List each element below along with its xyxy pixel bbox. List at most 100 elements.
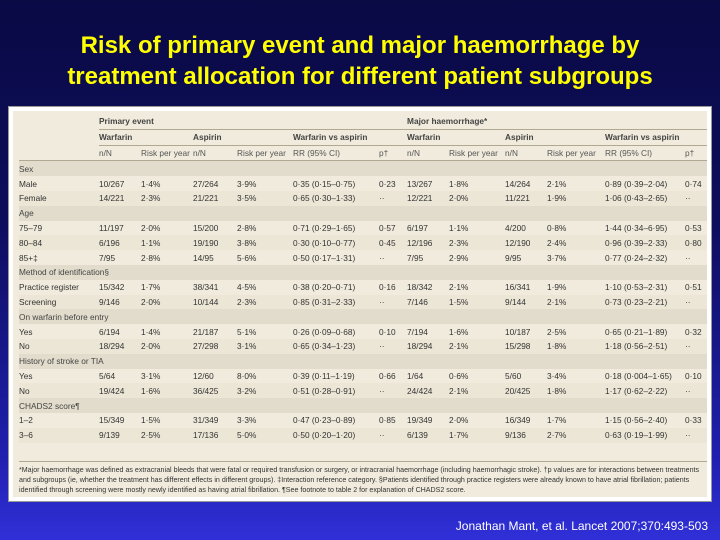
table-cell: 0·6% bbox=[449, 370, 469, 381]
table-cell: 0·50 (0·20–1·20) bbox=[293, 427, 379, 443]
section-title: Age bbox=[19, 205, 708, 221]
table-cell: 1·1% bbox=[449, 222, 469, 233]
table-row: Female 14/221 2·3% 21/221 3·5% 0·65 (0·30–1·3… bbox=[19, 190, 708, 206]
table-cell: 0·33 bbox=[685, 415, 702, 426]
table-cell: 0·96 (0·39–2·33) bbox=[605, 235, 686, 251]
section-header-row: On warfarin before entry bbox=[19, 309, 708, 325]
table-cell: 14/264 bbox=[505, 178, 531, 189]
column-header: p† bbox=[379, 145, 408, 162]
table-cell: 2·1% bbox=[449, 282, 469, 293]
row-label: 1–2 bbox=[19, 415, 33, 426]
section-header-row: CHADS2 score¶ bbox=[19, 398, 708, 413]
table-cell: 0·45 bbox=[379, 235, 408, 251]
table-cell: 15/200 bbox=[193, 222, 219, 233]
table-cell: 0·30 (0·10–0·77) bbox=[293, 235, 379, 251]
table-cell: 1·8% bbox=[547, 383, 606, 399]
table-cell: 1·5% bbox=[449, 294, 506, 310]
table-cell: 5·0% bbox=[237, 427, 293, 443]
table-cell: 16/341 bbox=[505, 282, 531, 293]
slide-title: Risk of primary event and major haemorrh… bbox=[0, 30, 720, 92]
table-cell: 21/187 bbox=[193, 326, 219, 337]
table-cell: ·· bbox=[379, 252, 385, 263]
table-cell: 2·0% bbox=[449, 415, 469, 426]
row-label: 3–6 bbox=[19, 427, 99, 443]
title-line-2: treatment allocation for different patie… bbox=[67, 63, 653, 90]
table-cell: 2·8% bbox=[237, 222, 257, 233]
section-title: CHADS2 score¶ bbox=[19, 398, 708, 413]
column-header: Risk per year bbox=[449, 145, 506, 162]
table-cell: 1·5% bbox=[141, 415, 161, 426]
column-header: n/N bbox=[407, 145, 450, 162]
table-cell: 0·65 (0·30–1·33) bbox=[293, 190, 379, 206]
table-cell: 6/139 bbox=[407, 427, 450, 443]
table-cell: 2·3% bbox=[449, 235, 506, 251]
sub-header: Warfarin bbox=[99, 129, 193, 146]
table-cell: 17/136 bbox=[193, 427, 237, 443]
table-cell: 10/144 bbox=[193, 294, 237, 310]
column-header: RR (95% CI) bbox=[605, 145, 686, 162]
table-cell: 0·23 bbox=[379, 178, 396, 189]
column-header: n/N bbox=[193, 145, 237, 162]
column-header: Risk per year bbox=[547, 145, 606, 162]
table-cell: 2·0% bbox=[141, 222, 161, 233]
row-label: 85+‡ bbox=[19, 252, 38, 263]
section-title: Method of identification§ bbox=[19, 264, 708, 280]
table-cell: ·· bbox=[685, 252, 691, 263]
row-label: Male bbox=[19, 178, 37, 189]
table-cell: ·· bbox=[379, 190, 408, 206]
table-cell: 1·9% bbox=[547, 282, 567, 293]
table-cell: 18/294 bbox=[407, 338, 450, 354]
table-cell: 0·26 (0·09–0·68) bbox=[293, 326, 356, 337]
table-cell: 18/294 bbox=[99, 338, 141, 354]
row-label: 80–84 bbox=[19, 235, 99, 251]
section-header-row: Method of identification§ bbox=[19, 264, 708, 280]
table-cell: 3·2% bbox=[237, 383, 293, 399]
table-cell: ·· bbox=[685, 383, 708, 399]
table-cell: 0·57 bbox=[379, 222, 396, 233]
row-label: No bbox=[19, 383, 99, 399]
table-cell: 14/95 bbox=[193, 252, 214, 263]
table-cell: 5/60 bbox=[505, 370, 522, 381]
table-row: Yes 6/194 1·4% 21/187 5·1% 0·26 (0·09–0·68) 0·… bbox=[19, 324, 707, 339]
table-cell: 0·53 bbox=[685, 222, 702, 233]
table-row: No 18/294 2·0% 27/298 3·1% 0·65 (0·34–1·23) ··… bbox=[19, 338, 708, 354]
table-cell: 2·9% bbox=[449, 252, 469, 263]
table-cell: ·· bbox=[379, 383, 408, 399]
table-cell: 15/342 bbox=[99, 282, 125, 293]
table-cell: 38/341 bbox=[193, 282, 219, 293]
sub-header: Warfarin vs aspirin bbox=[605, 129, 708, 146]
row-label: No bbox=[19, 338, 99, 354]
table-cell: 13/267 bbox=[407, 178, 433, 189]
table-cell: 10/187 bbox=[505, 326, 531, 337]
table-cell: 2·0% bbox=[141, 294, 193, 310]
table-cell: 2·4% bbox=[547, 235, 606, 251]
table-cell: 1·7% bbox=[547, 415, 567, 426]
table-cell: 1·17 (0·62–2·22) bbox=[605, 383, 686, 399]
table-cell: 7/146 bbox=[407, 294, 450, 310]
table-cell: 0·80 bbox=[685, 235, 708, 251]
table-cell: 12/221 bbox=[407, 190, 450, 206]
table-cell: 10/267 bbox=[99, 178, 125, 189]
table-cell: 31/349 bbox=[193, 415, 219, 426]
table-cell: 21/221 bbox=[193, 190, 237, 206]
sub-header: Aspirin bbox=[193, 129, 293, 146]
table-row: Yes 5/64 3·1% 12/60 8·0% 0·39 (0·11–1·19) 0·66… bbox=[19, 369, 707, 384]
table-cell: 3·8% bbox=[237, 235, 293, 251]
header-row-treatments: Warfarin Aspirin Warfarin vs aspirin Warfar… bbox=[19, 129, 708, 146]
group-header-primary-event: Primary event bbox=[99, 114, 408, 130]
table-cell: 0·73 (0·23–2·21) bbox=[605, 294, 686, 310]
section-header-row: History of stroke or TIA bbox=[19, 353, 708, 369]
table-cell: ·· bbox=[379, 338, 408, 354]
table-cell: 1·8% bbox=[547, 338, 606, 354]
table-cell: 3·7% bbox=[547, 252, 567, 263]
column-header: p† bbox=[685, 145, 708, 162]
table-cell: 1·6% bbox=[141, 383, 193, 399]
table-cell: 3·5% bbox=[237, 190, 293, 206]
table-cell: 15/349 bbox=[99, 415, 125, 426]
table-cell: 9/95 bbox=[505, 252, 522, 263]
table-cell: 27/264 bbox=[193, 178, 219, 189]
table-cell: 2·7% bbox=[547, 427, 606, 443]
table-row: No 19/424 1·6% 36/425 3·2% 0·51 (0·28–0·91) ··… bbox=[19, 383, 708, 399]
table-cell: 0·51 (0·28–0·91) bbox=[293, 383, 379, 399]
table-cell: 0·10 bbox=[379, 326, 396, 337]
